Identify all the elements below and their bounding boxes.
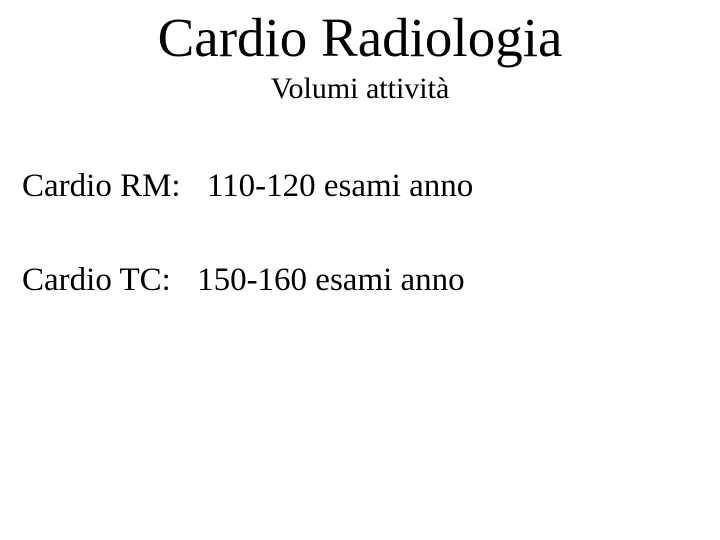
slide-subtitle: Volumi attività — [0, 72, 720, 106]
row-value: 110-120 esami anno — [207, 168, 473, 204]
row-value: 150-160 esami anno — [197, 262, 465, 298]
data-row-cardio-tc: Cardio TC: 150-160 esami anno — [22, 262, 465, 299]
slide-title: Cardio Radiologia — [0, 6, 720, 69]
row-label: Cardio RM: — [22, 168, 181, 204]
row-label: Cardio TC: — [22, 262, 171, 298]
slide: Cardio Radiologia Volumi attività Cardio… — [0, 0, 720, 540]
data-row-cardio-rm: Cardio RM: 110-120 esami anno — [22, 168, 473, 205]
